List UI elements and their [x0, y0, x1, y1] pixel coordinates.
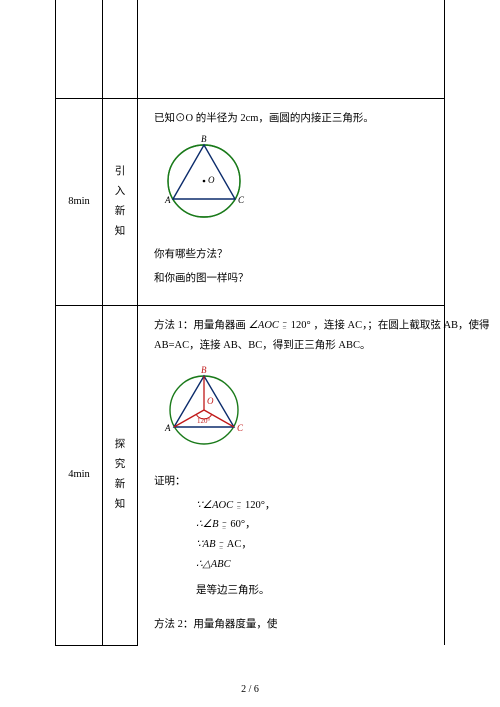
- phase-char: 究: [109, 455, 131, 475]
- page: 8min 引 入 新 知 已知⊙O 的半径为 2cm，画圆的内接正三角形。: [0, 0, 500, 707]
- m1b: ，连接 AC，；在圆上截取弦 AB，使得: [313, 320, 489, 331]
- label-A: A: [164, 195, 171, 205]
- intro-line: 已知⊙O 的半径为 2cm，画圆的内接正三角形。: [154, 109, 432, 129]
- phase-label-2: 探 究 新 知: [109, 435, 131, 515]
- time-label: 8min: [68, 196, 90, 207]
- cell-time-1: 8min: [56, 99, 103, 306]
- stack-eq-icon: ⌢=: [219, 539, 224, 551]
- pf3a: ∵AB: [196, 539, 218, 550]
- table-row: 8min 引 入 新 知 已知⊙O 的半径为 2cm，画圆的内接正三角形。: [56, 99, 445, 306]
- label-A: A: [164, 423, 171, 433]
- pf1a: ∵∠AOC: [196, 500, 236, 511]
- pf3: ∵AB ⌢= AC，: [196, 535, 432, 555]
- cell-phase-0: [103, 0, 138, 99]
- triangle-in-circle-angle-svg: 120° O A B C: [154, 364, 254, 456]
- phase-label-1: 引 入 新 知: [109, 162, 131, 242]
- phase-char: 新: [109, 475, 131, 495]
- cell-time-0: [56, 0, 103, 99]
- phase-char: 入: [109, 182, 131, 202]
- content-1: 已知⊙O 的半径为 2cm，画圆的内接正三角形。 O A B C 你有哪些方法？…: [144, 103, 438, 301]
- angle-label: 120°: [197, 417, 211, 425]
- diagram-1: O A B C: [154, 133, 432, 237]
- phase-char: 引: [109, 162, 131, 182]
- pf3b: AC，: [227, 539, 252, 550]
- table-row: 4min 探 究 新 知 方法 1：用量角器画 ∠AOC ⌢= 120° ，连接…: [56, 305, 445, 645]
- label-O: O: [207, 396, 214, 406]
- m1a: 方法 1：用量角器画: [154, 320, 246, 331]
- method1-line2: AB=AC，连接 AB、BC，得到正三角形 ABC。: [154, 336, 432, 356]
- proof-label: 证明：: [154, 472, 432, 492]
- question-1: 你有哪些方法？: [154, 245, 432, 265]
- time-label: 4min: [68, 469, 90, 480]
- label-B: B: [201, 134, 207, 144]
- diagram-2: 120° O A B C: [154, 364, 432, 464]
- stack-eq-icon: ⌢=: [283, 319, 288, 331]
- phase-char: 知: [109, 222, 131, 242]
- label-C: C: [237, 423, 244, 433]
- method2: 方法 2：用量角器度量，使: [154, 615, 432, 635]
- table-row: [56, 0, 445, 99]
- phase-char: 知: [109, 495, 131, 515]
- page-footer: 2 / 6: [0, 684, 500, 695]
- cell-phase-2: 探 究 新 知: [103, 305, 138, 645]
- proof-lines: ∵∠AOC ⌢= 120°， ∴∠B ⌢= 60°， ∵AB ⌢= AC，: [154, 496, 432, 602]
- cell-content-1: 已知⊙O 的半径为 2cm，画圆的内接正三角形。 O A B C 你有哪些方法？…: [138, 99, 445, 306]
- triangle-in-circle-svg: O A B C: [154, 133, 254, 229]
- center-dot: [203, 180, 206, 183]
- label-C: C: [238, 195, 245, 205]
- cell-content-0: [138, 0, 445, 99]
- pf2b: 60°，: [230, 519, 255, 530]
- content-2: 方法 1：用量角器画 ∠AOC ⌢= 120° ，连接 AC，；在圆上截取弦 A…: [144, 310, 438, 641]
- m1-angle: ∠AOC: [249, 320, 279, 331]
- pf5: 是等边三角形。: [196, 581, 432, 601]
- method1-line1: 方法 1：用量角器画 ∠AOC ⌢= 120° ，连接 AC，；在圆上截取弦 A…: [154, 316, 432, 336]
- cell-time-2: 4min: [56, 305, 103, 645]
- lesson-table: 8min 引 入 新 知 已知⊙O 的半径为 2cm，画圆的内接正三角形。: [55, 0, 445, 646]
- pf4: ∴△ABC: [196, 555, 432, 575]
- cell-phase-1: 引 入 新 知: [103, 99, 138, 306]
- label-O: O: [208, 175, 215, 185]
- pf1: ∵∠AOC ⌢= 120°，: [196, 496, 432, 516]
- label-B: B: [201, 365, 207, 375]
- pf1b: 120°，: [245, 500, 275, 511]
- stack-eq-icon: ⌢=: [237, 499, 242, 511]
- pf2a: ∴∠B: [196, 519, 221, 530]
- m1-deg: 120°: [291, 320, 311, 331]
- stack-eq-icon: ⌢=: [222, 519, 227, 531]
- cell-content-2: 方法 1：用量角器画 ∠AOC ⌢= 120° ，连接 AC，；在圆上截取弦 A…: [138, 305, 445, 645]
- phase-char: 探: [109, 435, 131, 455]
- pf2: ∴∠B ⌢= 60°，: [196, 515, 432, 535]
- question-2: 和你画的图一样吗？: [154, 269, 432, 289]
- phase-char: 新: [109, 202, 131, 222]
